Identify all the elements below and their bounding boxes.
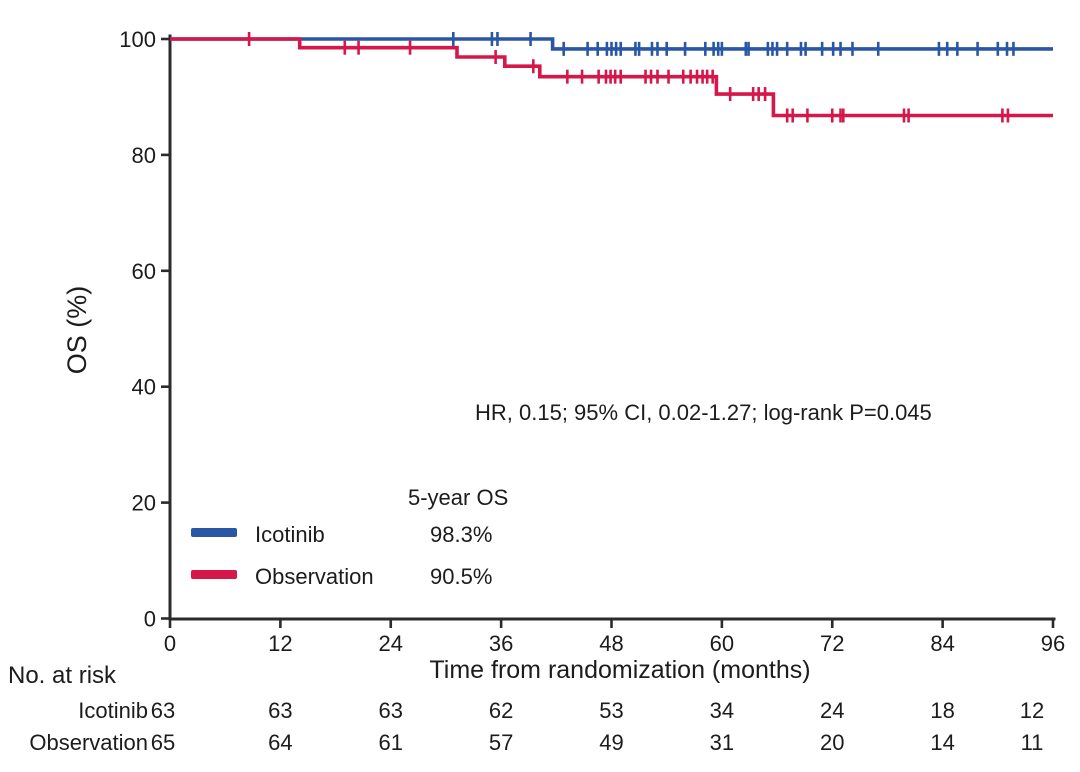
x-tick-label: 60: [710, 631, 734, 656]
y-tick-label: 20: [132, 491, 156, 516]
y-axis-title: OS (%): [62, 286, 92, 375]
icotinib-survival-curve: [170, 37, 1053, 51]
risk-table-title: No. at risk: [8, 662, 117, 689]
y-tick-label: 0: [144, 607, 156, 632]
risk-count: 63: [151, 698, 175, 723]
hr-annotation: HR, 0.15; 95% CI, 0.02-1.27; log-rank P=…: [475, 400, 932, 425]
x-tick-label: 96: [1041, 631, 1065, 656]
observation-line-swatch: [191, 570, 237, 579]
risk-count: 49: [599, 730, 623, 755]
risk-count: 20: [820, 730, 844, 755]
x-tick-label: 36: [489, 631, 513, 656]
risk-count: 31: [710, 730, 734, 755]
legend-value-icotinib: 98.3%: [430, 522, 492, 547]
x-tick-label: 72: [820, 631, 844, 656]
risk-table-counts: 63 63 63 62 53 34 24 18 12 65 64 61 57 49 31 20 14 11: [151, 698, 1044, 755]
risk-count: 18: [930, 698, 954, 723]
risk-count: 63: [268, 698, 292, 723]
y-tick-label: 60: [132, 259, 156, 284]
legend: 5-year OS Icotinib 98.3% Observation 90.…: [191, 485, 508, 589]
risk-count: 63: [379, 698, 403, 723]
y-tick-label: 80: [132, 143, 156, 168]
y-tick-label: 40: [132, 375, 156, 400]
legend-label-observation: Observation: [255, 564, 374, 589]
risk-count: 34: [710, 698, 734, 723]
risk-count: 14: [930, 730, 954, 755]
risk-row-label-observation: Observation: [29, 730, 148, 755]
risk-count: 61: [379, 730, 403, 755]
risk-count: 24: [820, 698, 844, 723]
risk-count: 64: [268, 730, 292, 755]
x-tick-label: 24: [379, 631, 403, 656]
x-tick-label: 12: [268, 631, 292, 656]
legend-value-observation: 90.5%: [430, 564, 492, 589]
risk-count: 65: [151, 730, 175, 755]
risk-table: No. at risk Icotinib Observation 63 63 63 6…: [8, 662, 1044, 755]
risk-count: 11: [1021, 730, 1044, 755]
icotinib-line-swatch: [191, 528, 237, 537]
legend-header: 5-year OS: [408, 485, 508, 510]
x-axis-ticks: 0 12 24 36 48 60 72 84 96: [164, 619, 1065, 656]
x-axis-title: Time from randomization (months): [429, 656, 810, 684]
x-tick-label: 84: [930, 631, 954, 656]
survival-curves: [170, 32, 1053, 123]
y-tick-label: 100: [119, 27, 156, 52]
risk-count: 57: [489, 730, 513, 755]
y-axis-ticks: 0 20 40 60 80 100: [119, 27, 170, 632]
risk-count: 62: [489, 698, 513, 723]
x-tick-label: 48: [599, 631, 623, 656]
x-tick-label: 0: [164, 631, 176, 656]
risk-count: 53: [599, 698, 623, 723]
risk-row-label-icotinib: Icotinib: [78, 698, 148, 723]
risk-count: 12: [1020, 698, 1044, 723]
legend-label-icotinib: Icotinib: [255, 522, 325, 547]
